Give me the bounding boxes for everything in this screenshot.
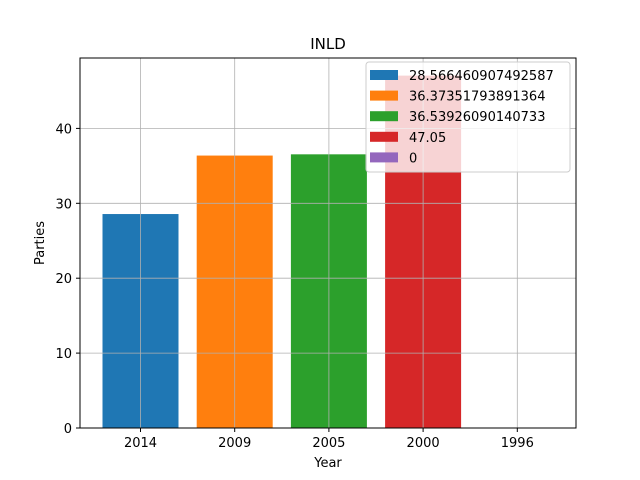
y-tick-label: 30 <box>55 197 72 212</box>
plot-frame <box>79 57 577 429</box>
legend-swatch <box>370 111 398 122</box>
y-tick-label: 40 <box>55 122 72 137</box>
legend-swatch <box>370 90 398 101</box>
x-axis-label: Year <box>313 456 342 471</box>
chart-title: INLD <box>310 35 346 53</box>
legend-swatch <box>370 131 398 142</box>
legend-label: 0 <box>409 151 417 166</box>
legend-label: 28.566460907492587 <box>409 69 554 84</box>
legend-swatch <box>370 152 398 163</box>
legend: 28.566460907492587 36.37351793891364 36.53… <box>365 61 571 173</box>
x-tick-label: 2000 <box>407 436 440 451</box>
x-tick-label: 2009 <box>218 436 251 451</box>
y-tick-label: 10 <box>55 347 72 362</box>
x-axis-ticks: 2014 2009 2005 2000 1996 <box>124 428 534 451</box>
legend-label: 36.37351793891364 <box>409 90 545 105</box>
legend-label: 36.53926090140733 <box>409 110 545 125</box>
y-tick-label: 0 <box>64 422 72 437</box>
legend-box <box>365 61 571 173</box>
legend-swatch <box>370 70 398 80</box>
y-axis-ticks: 0 10 20 30 40 <box>55 122 80 437</box>
y-tick-label: 20 <box>55 272 72 287</box>
y-axis-label: Parties <box>33 221 48 265</box>
x-tick-label: 2005 <box>312 436 345 451</box>
legend-label: 47.05 <box>409 131 446 146</box>
x-tick-label: 1996 <box>501 436 534 451</box>
x-tick-label: 2014 <box>124 436 157 451</box>
